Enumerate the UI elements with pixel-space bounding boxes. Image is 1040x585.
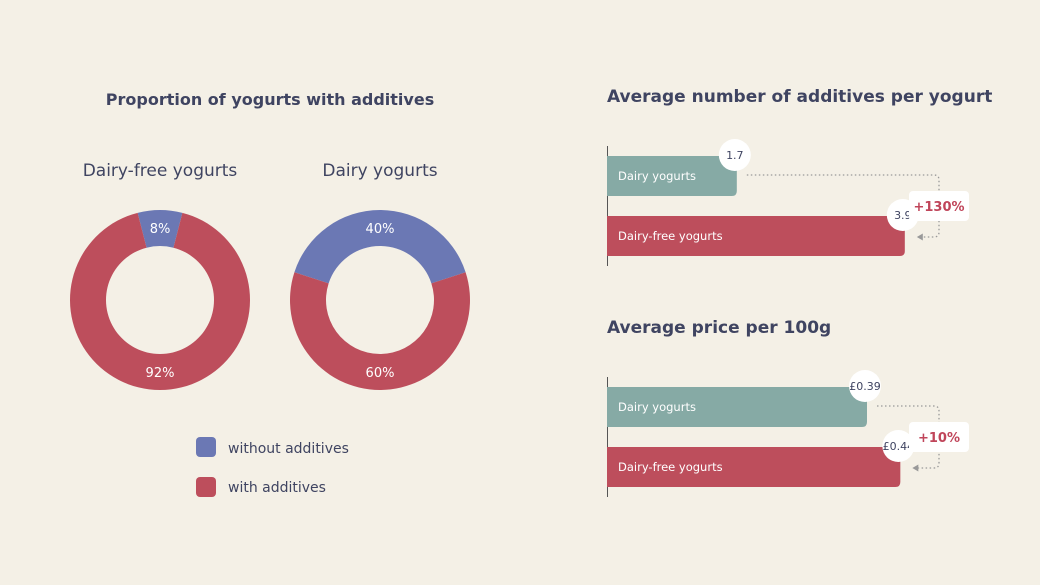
bar-category-label: Dairy yogurts xyxy=(618,400,696,414)
price-bar-chart: Dairy yogurts £0.39 Dairy-free yogurts £0.4… xyxy=(607,370,969,497)
donut-slice-label: 40% xyxy=(366,222,395,237)
difference-badge xyxy=(909,191,969,221)
additives-bar-chart: Dairy yogurts 1.7 Dairy-free yogurts 3.9+13… xyxy=(607,139,969,266)
bar-dairy-free xyxy=(607,447,901,487)
bar-value-label: 1.7 xyxy=(726,149,744,162)
bar-value-label: 3.9 xyxy=(894,209,912,222)
donut-slice-without-additives xyxy=(137,210,183,248)
legend-label-with-additives: with additives xyxy=(228,480,326,496)
bar-dairy xyxy=(607,156,737,196)
legend-label-without-additives: without additives xyxy=(228,441,349,457)
donut-slice-without-additives xyxy=(294,210,466,284)
difference-badge xyxy=(909,422,969,452)
arrow-head-icon xyxy=(916,233,923,241)
donut-slice-label: 92% xyxy=(146,366,175,381)
difference-label: +130% xyxy=(913,200,964,215)
bar-value-label: £0.39 xyxy=(849,380,881,393)
bar-dairy xyxy=(607,387,867,427)
donut-slice-label: 8% xyxy=(150,222,171,237)
legend-swatch-with-additives xyxy=(196,477,216,497)
donut-section-title: Proportion of yogurts with additives xyxy=(106,90,434,109)
donut-slice-with-additives xyxy=(70,212,251,390)
bar-value-label: £0.44 xyxy=(883,440,915,453)
bar-category-label: Dairy-free yogurts xyxy=(618,460,723,474)
donut-title-dairy: Dairy yogurts xyxy=(322,161,437,181)
donut-slice-label: 60% xyxy=(366,366,395,381)
difference-label: +10% xyxy=(918,431,960,446)
value-bubble xyxy=(718,139,751,171)
arrow-head-icon xyxy=(912,464,919,472)
donut-title-dairy-free: Dairy-free yogurts xyxy=(83,161,238,181)
additives-chart-title: Average number of additives per yogurt xyxy=(607,87,992,107)
bar-category-label: Dairy yogurts xyxy=(618,169,696,183)
value-bubble xyxy=(882,430,915,462)
legend-swatch-without-additives xyxy=(196,437,216,457)
bar-category-label: Dairy-free yogurts xyxy=(618,229,723,243)
donut-dairy-free: 8% 92% xyxy=(70,210,251,390)
donut-dairy: 40% 60% xyxy=(290,210,470,390)
bar-dairy-free xyxy=(607,216,905,256)
value-bubble xyxy=(849,370,881,402)
donut-slice-with-additives xyxy=(290,272,470,390)
price-chart-title: Average price per 100g xyxy=(607,318,831,338)
